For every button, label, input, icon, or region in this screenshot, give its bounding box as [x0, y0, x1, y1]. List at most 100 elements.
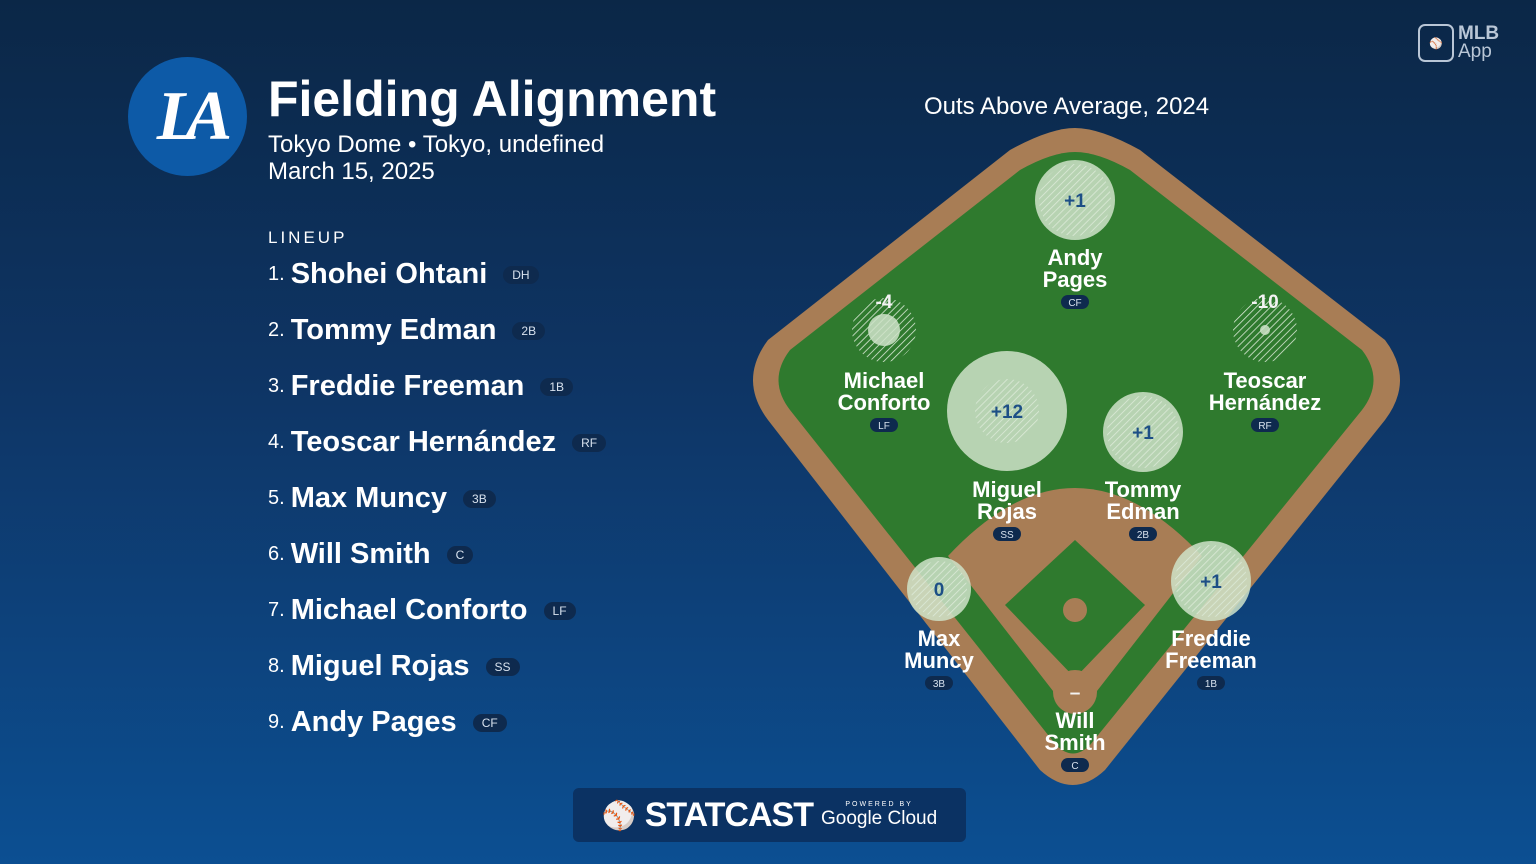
venue: Tokyo Dome • Tokyo, undefined	[268, 131, 605, 158]
player-name: Will Smith	[290, 538, 431, 570]
player-first-name: Michael	[844, 368, 925, 393]
position-badge: LF	[543, 601, 576, 620]
field-title: Outs Above Average, 2024	[924, 93, 1210, 120]
player-name: Shohei Ohtani	[290, 258, 488, 290]
dodgers-logo: LA	[128, 57, 247, 176]
player-first-name: Max	[918, 626, 962, 651]
oaa-value: +1	[1132, 423, 1154, 444]
lineup-item: 4. Teoscar Hernández RF	[268, 426, 607, 459]
pitchers-mound	[1063, 598, 1087, 622]
player-name: Teoscar Hernández	[290, 426, 557, 458]
position-badge-bg	[870, 418, 898, 432]
lineup-item: 7. Michael Conforto LF	[268, 594, 576, 627]
position-badge: CF	[1068, 298, 1081, 309]
position-badge: 1B	[540, 377, 574, 396]
player-last-name: Rojas	[977, 499, 1037, 524]
oaa-value: +1	[1200, 572, 1222, 593]
position-badge-bg	[1061, 295, 1089, 309]
lineup-item: 8. Miguel Rojas SS	[268, 650, 520, 683]
lineup-item: 6. Will Smith C	[268, 538, 474, 571]
position-badge: LF	[878, 421, 890, 432]
player-first-name: Will	[1056, 708, 1095, 733]
position-badge: CF	[472, 713, 507, 732]
oaa-value: -10	[1251, 292, 1278, 313]
oaa-value: -4	[876, 292, 893, 313]
player-name: Tommy Edman	[290, 314, 497, 346]
oaa-value: +1	[1064, 191, 1086, 212]
player-name: Michael Conforto	[290, 594, 528, 626]
lineup-number: 2.	[268, 319, 285, 341]
lineup-item: 1. Shohei Ohtani DH	[268, 258, 539, 291]
position-badge: 2B	[512, 321, 546, 340]
position-badge: 3B	[463, 489, 496, 508]
position-badge: C	[1071, 761, 1078, 772]
lineup-item: 5. Max Muncy 3B	[268, 482, 496, 515]
player-first-name: Miguel	[972, 477, 1042, 502]
player-name: Max Muncy	[290, 482, 448, 514]
oaa-value: 0	[934, 580, 945, 601]
position-badge: RF	[1258, 421, 1271, 432]
player-last-name: Smith	[1044, 730, 1105, 755]
player-first-name: Teoscar	[1224, 368, 1307, 393]
oaa-range-circle	[911, 561, 967, 617]
position-badge: C	[446, 545, 474, 564]
outfield-grass	[778, 152, 1374, 754]
player-name: Andy Pages	[290, 706, 457, 738]
powered-by: POWERED BY	[845, 800, 913, 808]
mlb-icon: ⚾	[1418, 24, 1454, 62]
position-badge-bg	[925, 676, 953, 690]
lineup-item: 3. Freddie Freeman 1B	[268, 370, 574, 403]
lineup-heading: LINEUP	[268, 228, 348, 247]
lineup-number: 1.	[268, 263, 285, 285]
lineup-item: 9. Andy Pages CF	[268, 706, 507, 739]
lineup-number: 7.	[268, 599, 285, 621]
player-name: Miguel Rojas	[290, 650, 470, 682]
position-badge-bg	[993, 527, 1021, 541]
position-badge: RF	[572, 433, 607, 452]
position-badge: 1B	[1205, 679, 1218, 690]
player-last-name: Muncy	[904, 648, 974, 673]
oaa-range-circle	[1175, 545, 1247, 617]
position-badge: SS	[1000, 530, 1014, 541]
oaa-value: –	[1070, 683, 1081, 704]
player-last-name: Hernández	[1209, 390, 1321, 415]
lineup-number: 5.	[268, 487, 285, 509]
statcast-banner: ⚾ STATCAST POWERED BY Google Cloud	[573, 788, 966, 842]
player-last-name: Conforto	[838, 390, 931, 415]
lineup-number: 9.	[268, 711, 285, 733]
mlb-app-logo: ⚾ MLB App	[1418, 24, 1499, 62]
position-badge: 2B	[1137, 530, 1150, 541]
lineup-number: 3.	[268, 375, 285, 397]
lineup-number: 6.	[268, 543, 285, 565]
position-badge-bg	[1061, 758, 1089, 772]
app-line2: App	[1458, 41, 1492, 62]
position-badge-bg	[1197, 676, 1225, 690]
oaa-range-circle	[1039, 164, 1111, 236]
oaa-range-circle	[975, 379, 1039, 443]
oaa-circle	[868, 314, 900, 346]
statcast-text: STATCAST	[644, 795, 814, 834]
position-badge-bg	[1251, 418, 1279, 432]
player-last-name: Edman	[1106, 499, 1179, 524]
oaa-circle	[1260, 325, 1270, 335]
lineup-number: 4.	[268, 431, 285, 453]
lineup-item: 2. Tommy Edman 2B	[268, 314, 546, 347]
player-last-name: Freeman	[1165, 648, 1257, 673]
position-badge: 3B	[933, 679, 946, 690]
batter-logo-icon: ⚾	[601, 799, 637, 831]
google-cloud: Google Cloud	[820, 807, 938, 829]
player-first-name: Andy	[1048, 245, 1104, 270]
player-name: Freddie Freeman	[290, 370, 525, 402]
home-plate-area	[1053, 670, 1097, 714]
position-badge-bg	[1129, 527, 1157, 541]
page-title: Fielding Alignment	[268, 71, 717, 127]
position-badge: DH	[503, 265, 539, 284]
player-first-name: Freddie	[1171, 626, 1250, 651]
player-last-name: Pages	[1043, 267, 1108, 292]
oaa-value: +12	[991, 402, 1023, 423]
position-badge: SS	[485, 657, 520, 676]
oaa-range-circle	[1107, 396, 1179, 468]
app-line1: MLB	[1458, 23, 1500, 44]
lineup-number: 8.	[268, 655, 285, 677]
